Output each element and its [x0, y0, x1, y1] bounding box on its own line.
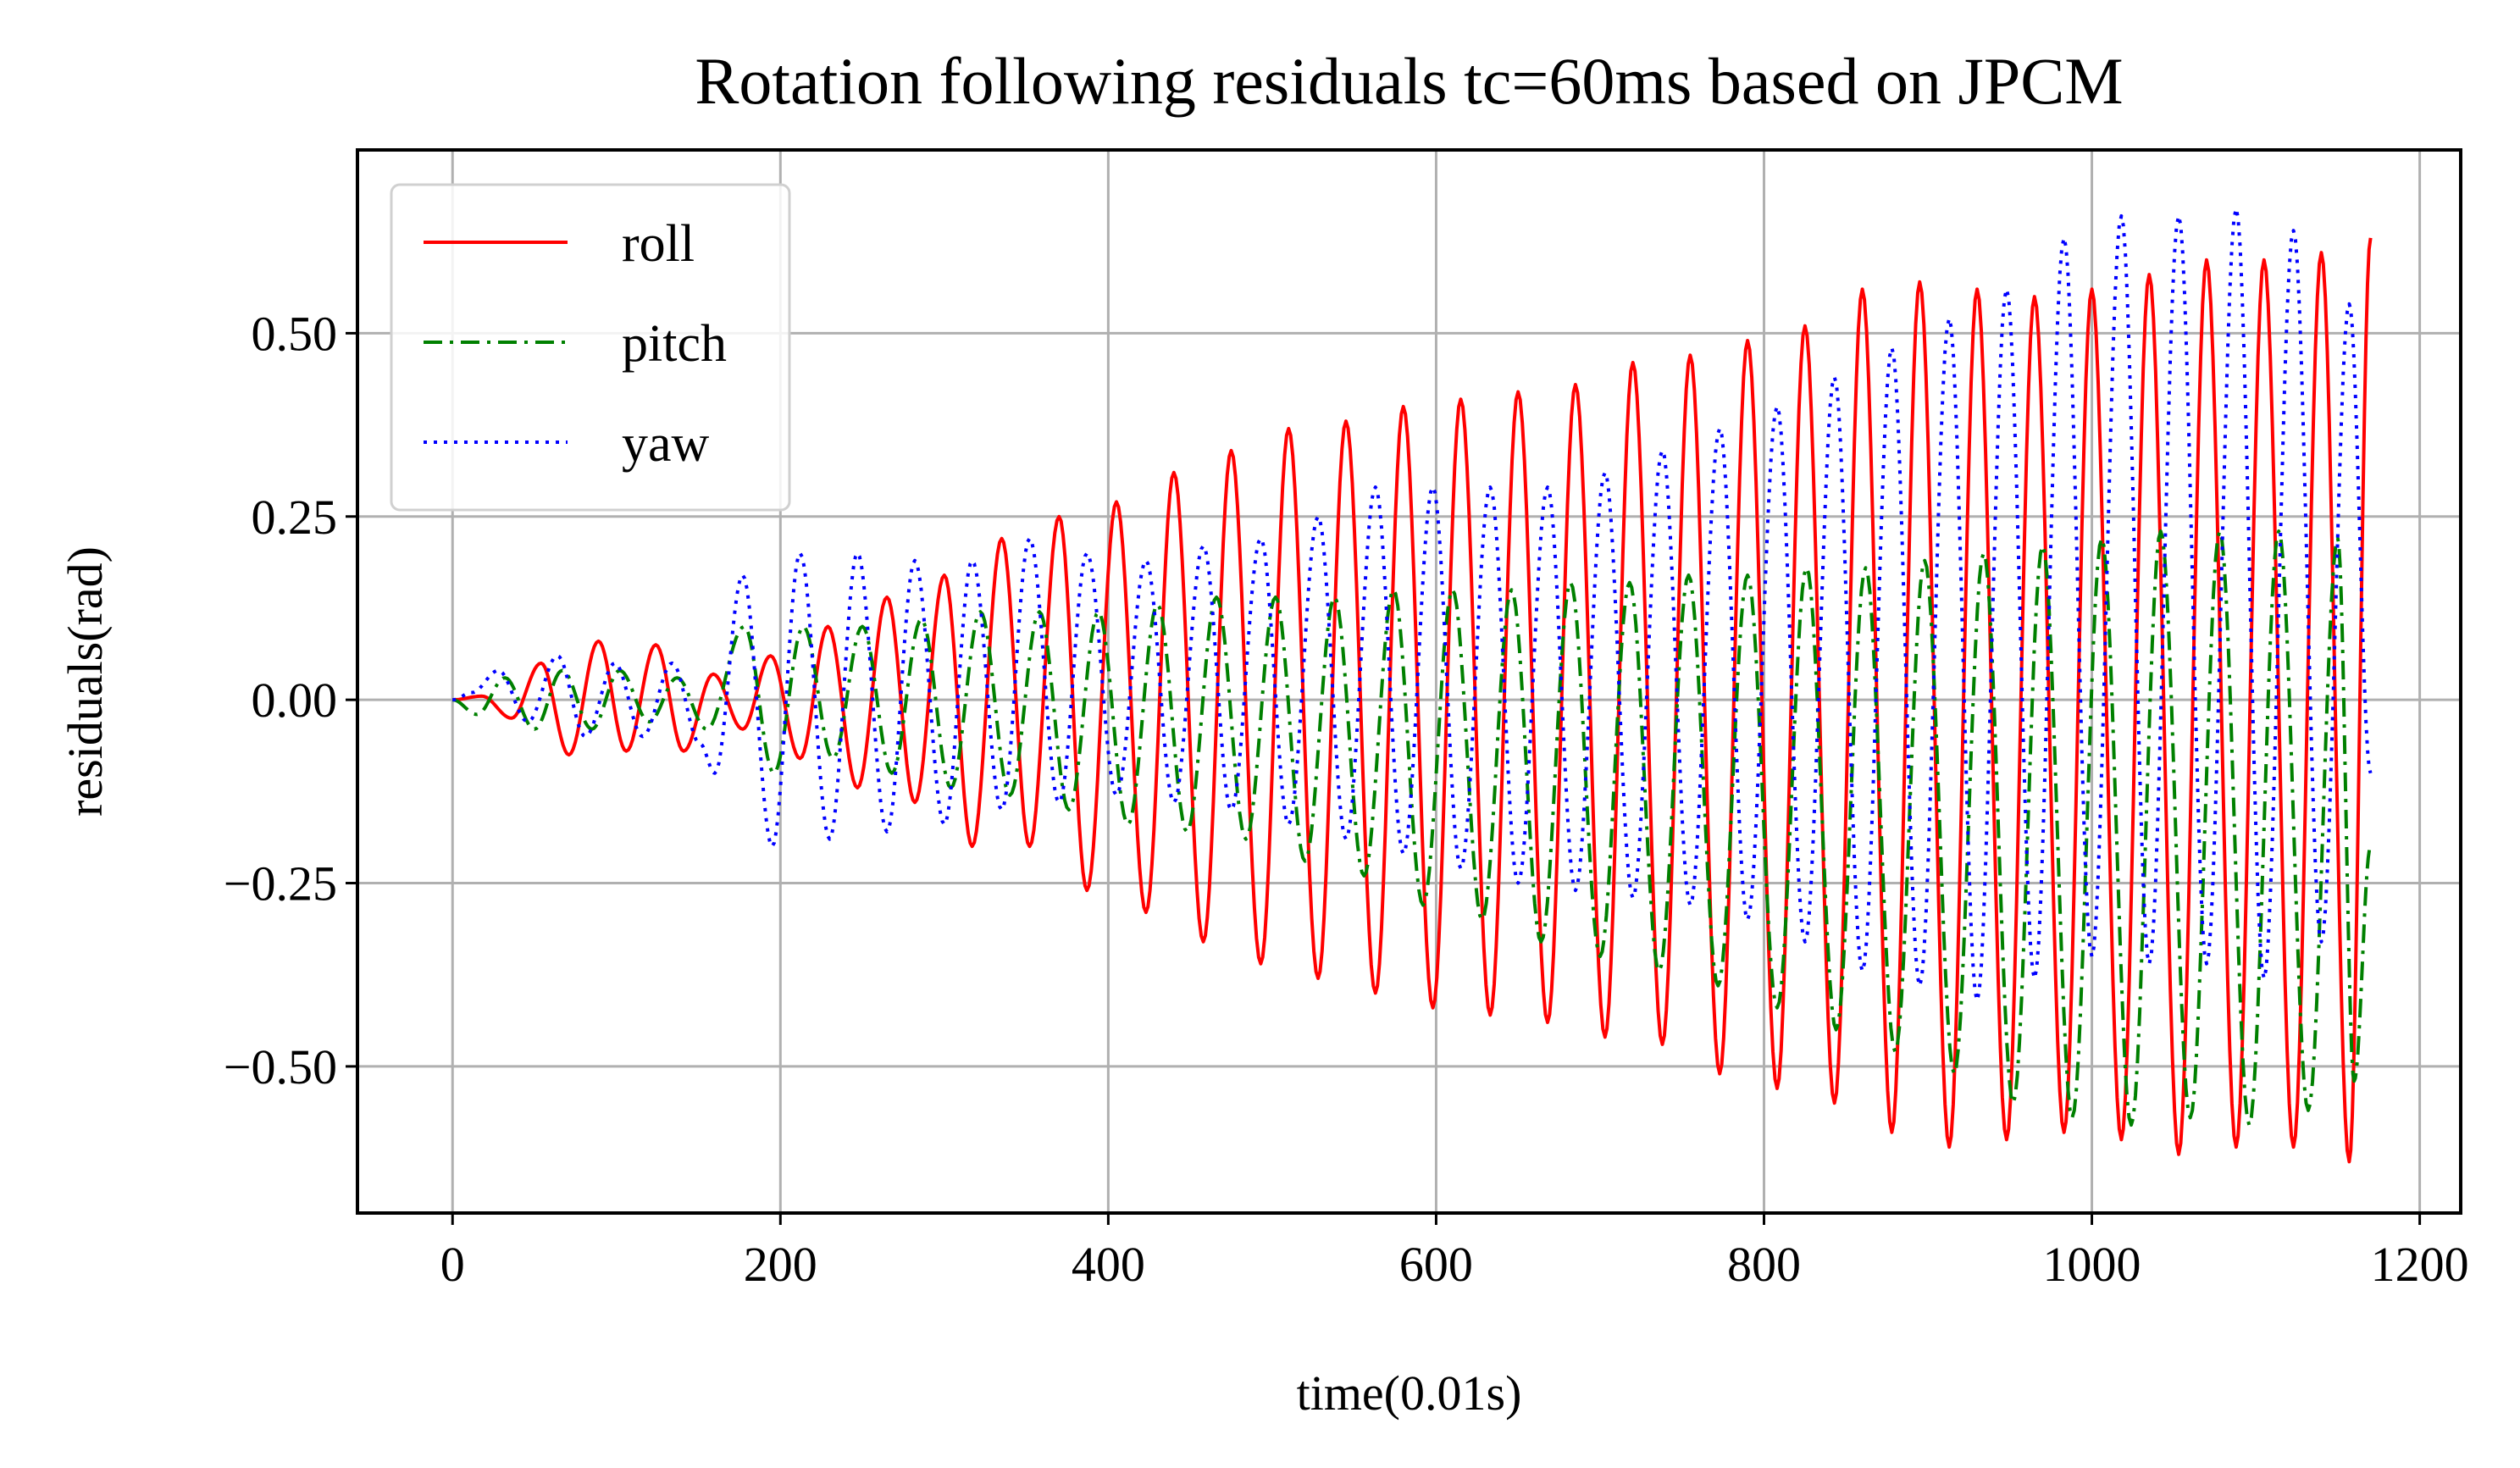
legend-label-yaw: yaw	[622, 415, 710, 473]
ticks: 0 200 400 600 800 1000 1200 −0.50 −0.25 0.00 0.25 0…	[224, 306, 2469, 1292]
series-line-yaw	[451, 207, 2373, 1002]
plot-frame	[356, 148, 2462, 1215]
x-tick-label: 800	[1727, 1237, 1801, 1292]
x-tick-label: 1000	[2043, 1237, 2141, 1292]
chart-title: Rotation following residuals tc=60ms bas…	[695, 44, 2123, 118]
x-axis-label: time(0.01s)	[1297, 1366, 1522, 1421]
legend-box	[390, 183, 791, 512]
x-tick-label: 0	[440, 1237, 465, 1292]
series-line-roll	[452, 237, 2373, 1164]
x-tick-label: 200	[744, 1237, 817, 1292]
series-line-pitch	[451, 529, 2373, 1127]
legend-label-pitch: pitch	[622, 315, 727, 373]
x-tick-label: 1200	[2371, 1237, 2469, 1292]
x-tick-label: 600	[1399, 1237, 1473, 1292]
x-tick-label: 400	[1072, 1237, 1145, 1292]
y-tick-label: 0.00	[252, 673, 338, 728]
y-tick-label: 0.25	[252, 490, 338, 545]
y-tick-label: −0.25	[224, 856, 337, 911]
legend-label-roll: roll	[622, 215, 695, 273]
series-layer	[451, 207, 2373, 1164]
legend: roll pitch yaw	[390, 183, 791, 512]
y-axis-label: residuals(rad)	[58, 546, 113, 817]
y-tick-label: −0.50	[224, 1039, 337, 1094]
y-tick-label: 0.50	[252, 306, 338, 361]
